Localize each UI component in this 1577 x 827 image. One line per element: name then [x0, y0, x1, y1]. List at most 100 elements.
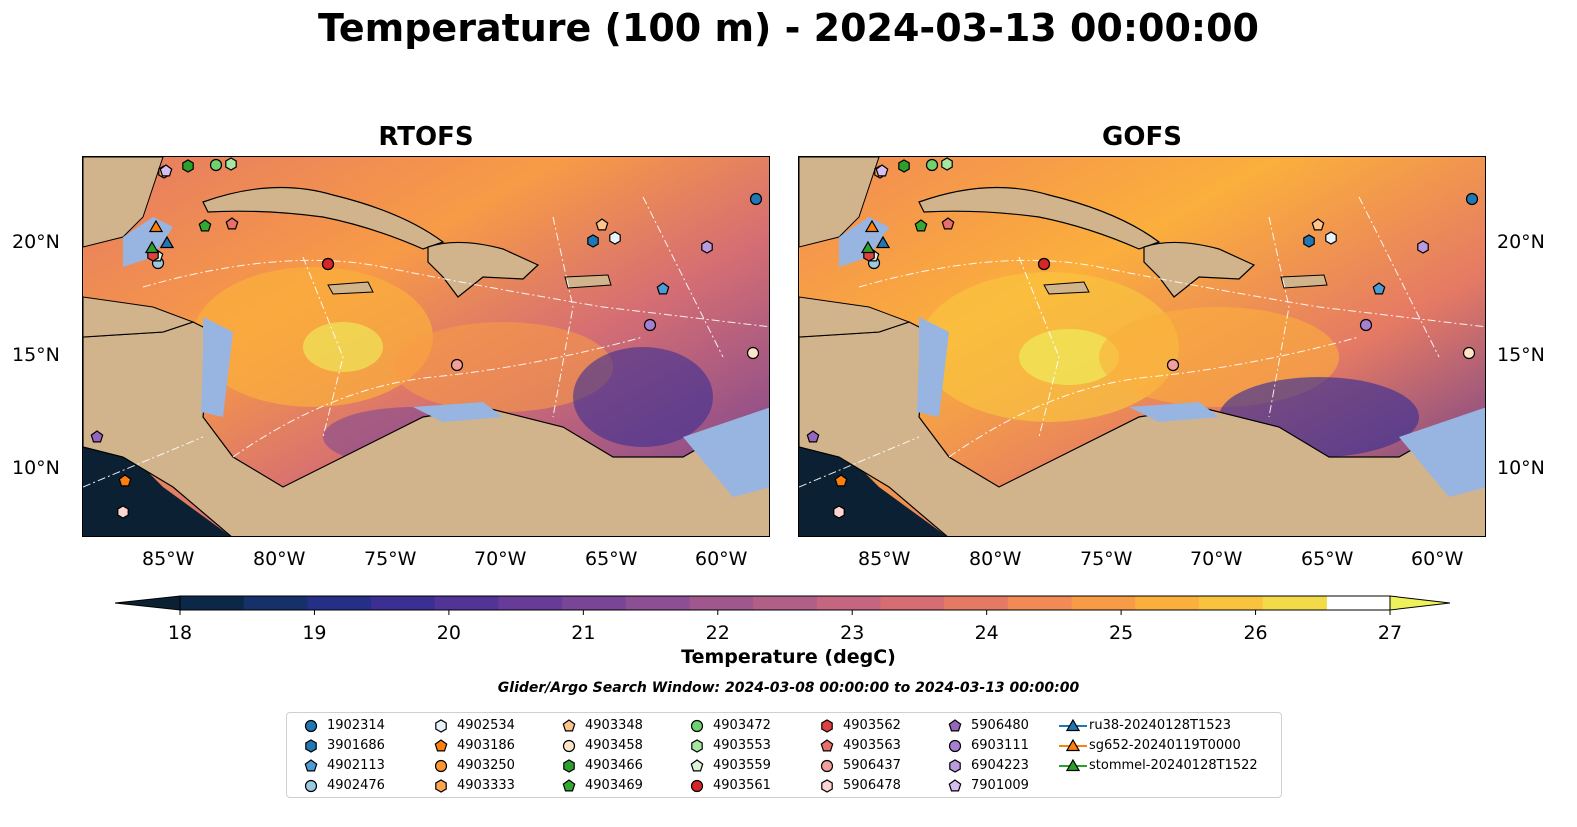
y-tick-label: 10°N [1497, 457, 1545, 479]
x-tick-label: 60°W [1411, 548, 1464, 570]
marker-7901009[interactable] [159, 164, 173, 177]
marker-sg652-20240119T0000[interactable] [864, 219, 880, 233]
colorbar-tick-label: 18 [168, 622, 192, 644]
colorbar-tick-label: 19 [302, 622, 326, 644]
shallow-bathymetry [123, 217, 769, 497]
colorbar-tick-label: 24 [975, 622, 999, 644]
marker-4903458[interactable] [1462, 346, 1476, 360]
legend-label: 4903333 [457, 778, 515, 793]
marker-4903458[interactable] [746, 346, 760, 360]
legend-label: 4903561 [713, 778, 771, 793]
marker-ru38-20240128T1523[interactable] [875, 235, 891, 249]
legend-label: 7901009 [971, 778, 1029, 793]
marker-4903186[interactable] [834, 474, 848, 487]
marker-3901686[interactable] [1303, 234, 1315, 248]
marker-4903348[interactable] [1311, 218, 1325, 231]
legend-label: 4903250 [457, 758, 515, 773]
colorbar: 18 19 20 21 22 23 24 25 26 27 [115, 595, 1451, 644]
circle-marker-icon [948, 739, 962, 753]
legend-label: sg652-20240119T0000 [1089, 738, 1241, 753]
legend-label: 4902476 [327, 778, 385, 793]
marker-4903472[interactable] [209, 158, 223, 172]
circle-marker-icon [304, 719, 318, 733]
rtofs-map[interactable] [82, 156, 770, 537]
marker-1902314[interactable] [1465, 192, 1479, 206]
triangle-line-marker-icon [1059, 758, 1087, 772]
marker-4903553[interactable] [941, 157, 953, 171]
marker-4903469[interactable] [914, 219, 928, 232]
circle-marker-icon [434, 759, 448, 773]
legend-label: 6904223 [971, 758, 1029, 773]
x-tick-label: 85°W [142, 548, 195, 570]
marker-4903563[interactable] [941, 217, 955, 230]
hexagon-marker-icon [563, 759, 575, 773]
colorbar-tick-label: 23 [840, 622, 864, 644]
colorbar-tick-label: 26 [1243, 622, 1267, 644]
marker-4902113[interactable] [656, 282, 670, 295]
pentagon-marker-icon [948, 779, 962, 792]
marker-3901686[interactable] [587, 234, 599, 248]
circle-marker-icon [690, 719, 704, 733]
hexagon-marker-icon [305, 739, 317, 753]
eez-boundaries [799, 196, 1485, 488]
legend-label: 3901686 [327, 738, 385, 753]
marker-4902534[interactable] [609, 231, 621, 245]
figure-title: Temperature (100 m) - 2024-03-13 00:00:0… [317, 6, 1259, 50]
marker-4903466[interactable] [898, 159, 910, 173]
land-shapes [83, 157, 769, 536]
pentagon-marker-icon [820, 739, 834, 752]
marker-4903186[interactable] [118, 474, 132, 487]
marker-5906480[interactable] [806, 430, 820, 443]
gofs-panel-title: GOFS [1102, 122, 1182, 152]
marker-6904223[interactable] [701, 240, 713, 254]
search-window-text: Glider/Argo Search Window: 2024-03-08 00… [497, 680, 1080, 696]
legend-label: 4903186 [457, 738, 515, 753]
marker-4902534[interactable] [1325, 231, 1337, 245]
marker-stommel-20240128T1522[interactable] [860, 240, 876, 254]
x-tick-label: 65°W [585, 548, 638, 570]
marker-4903469[interactable] [198, 219, 212, 232]
gofs-map[interactable] [798, 156, 1486, 537]
legend-label: 5906480 [971, 718, 1029, 733]
marker-5906478[interactable] [117, 505, 129, 519]
colorbar-tick-label: 25 [1109, 622, 1133, 644]
marker-6903111[interactable] [1359, 318, 1373, 332]
marker-4903472[interactable] [925, 158, 939, 172]
marker-4903466[interactable] [182, 159, 194, 173]
marker-4903561[interactable] [1037, 257, 1051, 271]
y-tick-label: 15°N [1497, 344, 1545, 366]
marker-4903563[interactable] [225, 217, 239, 230]
marker-5906437[interactable] [450, 358, 464, 372]
colorbar-tick-label: 21 [571, 622, 595, 644]
x-tick-label: 70°W [1190, 548, 1243, 570]
legend-label: 4903559 [713, 758, 771, 773]
pentagon-marker-icon [690, 759, 704, 772]
marker-4902113[interactable] [1372, 282, 1386, 295]
marker-5906437[interactable] [1166, 358, 1180, 372]
marker-6904223[interactable] [1417, 240, 1429, 254]
marker-4903348[interactable] [595, 218, 609, 231]
marker-5906478[interactable] [833, 505, 845, 519]
legend-label: 4903348 [585, 718, 643, 733]
marker-6903111[interactable] [643, 318, 657, 332]
marker-ru38-20240128T1523[interactable] [159, 235, 175, 249]
marker-4903553[interactable] [225, 157, 237, 171]
hexagon-marker-icon [949, 759, 961, 773]
legend: 1902314 3901686 4902113 4902476 4902534 49031… [286, 712, 1282, 798]
marker-1902314[interactable] [749, 192, 763, 206]
x-tick-label: 60°W [695, 548, 748, 570]
y-tick-label: 10°N [12, 457, 60, 479]
marker-7901009[interactable] [875, 164, 889, 177]
pentagon-marker-icon [948, 719, 962, 732]
marker-stommel-20240128T1522[interactable] [144, 240, 160, 254]
shallow-bathymetry [839, 217, 1485, 497]
argo-glider-markers[interactable] [90, 157, 763, 519]
y-tick-label: 15°N [12, 344, 60, 366]
marker-5906480[interactable] [90, 430, 104, 443]
x-tick-label: 80°W [969, 548, 1022, 570]
marker-sg652-20240119T0000[interactable] [148, 219, 164, 233]
marker-4903561[interactable] [321, 257, 335, 271]
argo-glider-markers[interactable] [806, 157, 1479, 519]
colorbar-label: Temperature (degC) [681, 646, 896, 668]
legend-label: 4902534 [457, 718, 515, 733]
